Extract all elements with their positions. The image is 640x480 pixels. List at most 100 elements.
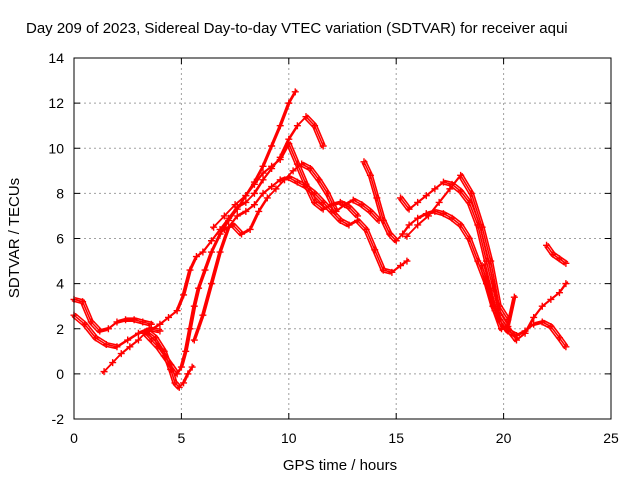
series-line-shadow <box>547 243 569 263</box>
data-point <box>302 113 310 121</box>
data-point <box>81 320 89 328</box>
data-point <box>414 214 422 222</box>
data-point <box>491 307 499 315</box>
x-tick-label: 5 <box>178 430 186 446</box>
data-point <box>124 336 132 344</box>
data-point <box>405 221 413 229</box>
data-point <box>79 298 87 306</box>
data-point <box>139 318 147 326</box>
series-line-shadow <box>145 89 298 374</box>
series-arc-7 <box>220 160 383 238</box>
data-point <box>100 368 108 376</box>
data-point <box>388 268 396 276</box>
data-point <box>173 307 181 315</box>
data-point <box>345 221 353 229</box>
data-point <box>268 142 276 150</box>
data-point <box>145 327 153 335</box>
data-point <box>319 205 327 213</box>
data-point <box>405 205 413 213</box>
data-point <box>345 203 353 211</box>
data-point <box>113 318 121 326</box>
data-point <box>87 318 95 326</box>
x-tick-label: 10 <box>281 430 297 446</box>
data-point <box>195 284 203 292</box>
data-point <box>424 212 432 220</box>
data-point <box>233 212 241 220</box>
data-point <box>216 248 224 256</box>
data-point <box>439 178 447 186</box>
grid-layer <box>74 58 611 419</box>
data-point <box>285 140 293 148</box>
data-point <box>134 329 142 337</box>
data-point <box>180 291 188 299</box>
data-point <box>336 216 344 224</box>
series-line-shadow <box>482 263 517 329</box>
data-point <box>504 322 512 330</box>
data-point <box>467 189 475 197</box>
data-point <box>403 232 411 240</box>
data-point <box>182 347 190 355</box>
data-point <box>186 266 194 274</box>
data-point <box>242 192 250 200</box>
series-line-shadow <box>225 161 382 234</box>
data-point <box>439 210 447 218</box>
data-point <box>538 318 546 326</box>
data-point <box>323 189 331 197</box>
data-point <box>199 248 207 256</box>
data-point <box>276 156 284 164</box>
data-point <box>220 225 228 233</box>
data-point <box>349 196 357 204</box>
data-point <box>184 370 192 378</box>
data-point <box>259 162 267 170</box>
series-line <box>363 161 567 348</box>
y-axis-label: SDTVAR / TECUs <box>6 178 23 298</box>
series-arc-9 <box>360 158 570 351</box>
data-point <box>109 359 117 367</box>
y-tick-label: 0 <box>56 366 64 382</box>
data-point <box>379 216 387 224</box>
data-point <box>328 201 336 209</box>
x-tick-label: 15 <box>388 430 404 446</box>
data-point <box>414 198 422 206</box>
data-point <box>371 246 379 254</box>
data-point <box>147 320 155 328</box>
data-point <box>379 266 387 274</box>
data-point <box>386 230 394 238</box>
series-line-shadow <box>149 114 326 331</box>
data-point <box>285 99 293 107</box>
data-point <box>156 320 164 328</box>
series-arc-8 <box>210 140 362 231</box>
y-tick-label: 2 <box>56 321 64 337</box>
data-point <box>319 142 327 150</box>
data-point <box>238 230 246 238</box>
data-point <box>457 221 465 229</box>
data-point <box>186 325 194 333</box>
data-point <box>91 334 99 342</box>
data-point <box>272 185 280 193</box>
y-tick-label: 14 <box>48 50 64 66</box>
data-point <box>555 289 563 297</box>
data-point <box>268 162 276 170</box>
data-point <box>358 201 366 209</box>
series-arc-4 <box>141 88 299 378</box>
data-point <box>259 169 267 177</box>
data-point <box>113 343 121 351</box>
series-line <box>545 244 567 265</box>
data-point <box>332 207 340 215</box>
data-point <box>141 329 149 337</box>
data-point <box>225 214 233 222</box>
data-point <box>293 178 301 186</box>
data-point <box>130 316 138 324</box>
data-point <box>478 223 486 231</box>
data-point <box>175 383 183 391</box>
data-point <box>336 198 344 206</box>
data-point <box>547 295 555 303</box>
data-point <box>154 343 162 351</box>
data-point <box>431 185 439 193</box>
data-point <box>188 363 196 371</box>
data-point <box>231 201 239 209</box>
data-point <box>171 379 179 387</box>
data-point <box>422 192 430 200</box>
data-point <box>293 160 301 168</box>
